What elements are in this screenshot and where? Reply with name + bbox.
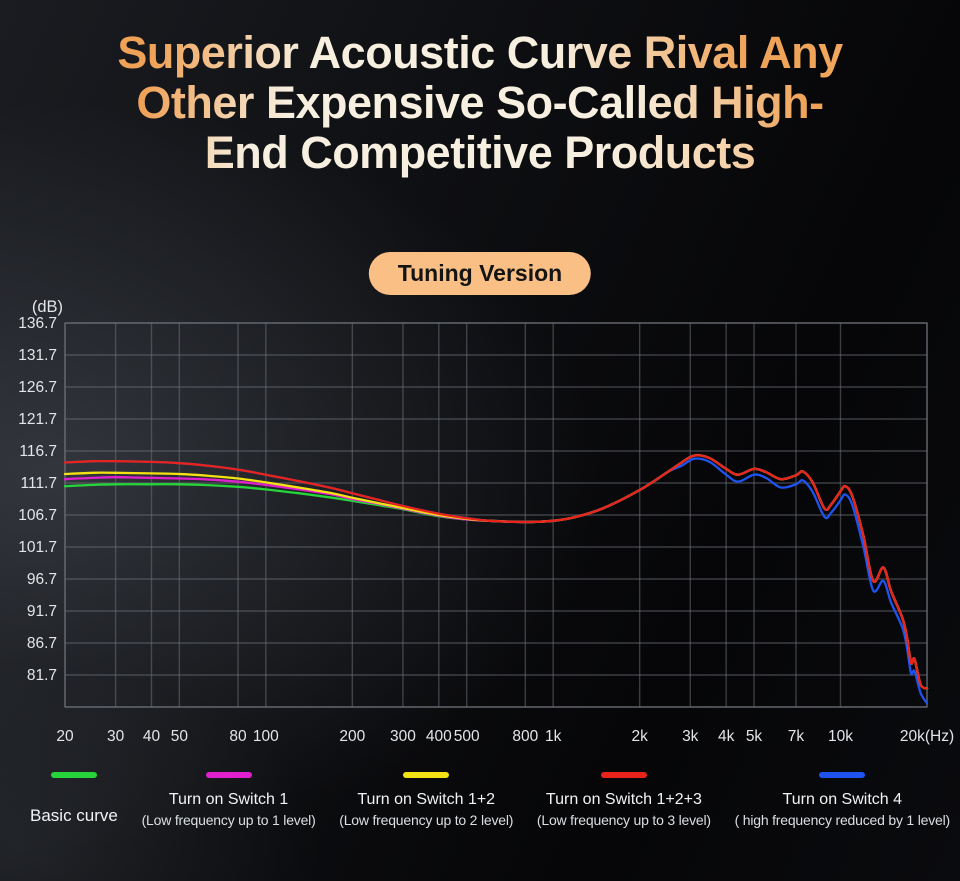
legend-swatch-yellow bbox=[403, 772, 450, 778]
legend-item-switch-1-2-3: Turn on Switch 1+2+3 (Low frequency up t… bbox=[537, 772, 711, 828]
title-line-3: End Competitive Products bbox=[0, 128, 960, 178]
legend-sublabel: (Low frequency up to 3 level) bbox=[536, 812, 711, 828]
svg-text:40: 40 bbox=[143, 728, 161, 745]
svg-text:136.7: 136.7 bbox=[18, 315, 57, 332]
svg-text:121.7: 121.7 bbox=[18, 411, 57, 428]
legend-item-basic-curve: Basic curve bbox=[30, 772, 118, 826]
svg-text:106.7: 106.7 bbox=[18, 507, 57, 524]
legend-swatch-blue bbox=[819, 772, 866, 778]
legend-item-switch-1: Turn on Switch 1 (Low frequency up to 1 … bbox=[142, 772, 316, 828]
curve-turn-on-switch-4 bbox=[63, 457, 929, 705]
svg-text:81.7: 81.7 bbox=[27, 667, 57, 684]
chart-grid bbox=[64, 322, 928, 708]
chart-curves bbox=[63, 454, 929, 705]
y-axis-unit-label: (dB) bbox=[32, 298, 63, 316]
legend-swatch-magenta bbox=[205, 772, 252, 778]
svg-text:10k: 10k bbox=[828, 728, 853, 745]
svg-text:3k: 3k bbox=[682, 728, 699, 745]
svg-text:5k: 5k bbox=[746, 728, 763, 745]
svg-text:20k(Hz): 20k(Hz) bbox=[900, 728, 954, 745]
svg-text:50: 50 bbox=[171, 728, 189, 745]
curve-basic-curve bbox=[63, 454, 929, 690]
legend-label: Turn on Switch 1+2 bbox=[357, 791, 496, 808]
svg-text:1k: 1k bbox=[545, 728, 562, 745]
legend-item-switch-1-2: Turn on Switch 1+2 (Low frequency up to … bbox=[339, 772, 513, 828]
tuning-version-badge: Tuning Version bbox=[368, 252, 592, 295]
svg-text:800: 800 bbox=[512, 728, 538, 745]
svg-text:300: 300 bbox=[390, 728, 416, 745]
curve-turn-on-switch-1-2 bbox=[63, 454, 929, 690]
svg-text:80: 80 bbox=[229, 728, 247, 745]
legend-sublabel: (Low frequency up to 2 level) bbox=[339, 812, 514, 828]
legend-swatch-green bbox=[50, 772, 97, 778]
curve-turn-on-switch-1-2-3 bbox=[63, 454, 929, 690]
legend-label: Turn on Switch 1+2+3 bbox=[545, 791, 702, 808]
svg-text:7k: 7k bbox=[788, 728, 805, 745]
svg-text:200: 200 bbox=[339, 728, 365, 745]
svg-text:500: 500 bbox=[454, 728, 480, 745]
svg-text:116.7: 116.7 bbox=[19, 443, 57, 460]
svg-text:96.7: 96.7 bbox=[27, 571, 57, 588]
svg-text:30: 30 bbox=[107, 728, 125, 745]
chart-axis-labels: (dB)136.7 131.7 126.7 121.7 116.7 111.7 106.7 1… bbox=[18, 298, 954, 745]
title-line-2: Other Expensive So-Called High- bbox=[0, 78, 960, 128]
svg-text:131.7: 131.7 bbox=[18, 347, 57, 364]
svg-text:126.7: 126.7 bbox=[18, 379, 57, 396]
svg-text:101.7: 101.7 bbox=[18, 539, 57, 556]
legend-label: Basic curve bbox=[30, 806, 118, 825]
svg-text:4k: 4k bbox=[718, 728, 735, 745]
svg-text:20: 20 bbox=[56, 728, 74, 745]
legend-label: Turn on Switch 4 bbox=[782, 791, 903, 808]
svg-text:86.7: 86.7 bbox=[27, 635, 57, 652]
legend-swatch-red bbox=[600, 772, 647, 778]
legend-sublabel: (Low frequency up to 1 level) bbox=[141, 812, 316, 828]
svg-text:2k: 2k bbox=[631, 728, 648, 745]
legend-label: Turn on Switch 1 bbox=[168, 791, 289, 808]
svg-text:100: 100 bbox=[253, 728, 279, 745]
title-line-1: Superior Acoustic Curve Rival Any bbox=[0, 28, 960, 78]
legend: Basic curve Turn on Switch 1 (Low freque… bbox=[30, 772, 950, 828]
svg-text:400: 400 bbox=[426, 728, 452, 745]
legend-sublabel: ( high frequency reduced by 1 level) bbox=[734, 812, 951, 828]
page-title: Superior Acoustic Curve Rival Any Other … bbox=[0, 28, 960, 178]
svg-text:91.7: 91.7 bbox=[27, 603, 57, 620]
legend-item-switch-4: Turn on Switch 4 ( high frequency reduce… bbox=[735, 772, 950, 828]
svg-text:111.7: 111.7 bbox=[21, 475, 58, 492]
curve-turn-on-switch-1 bbox=[63, 454, 929, 690]
